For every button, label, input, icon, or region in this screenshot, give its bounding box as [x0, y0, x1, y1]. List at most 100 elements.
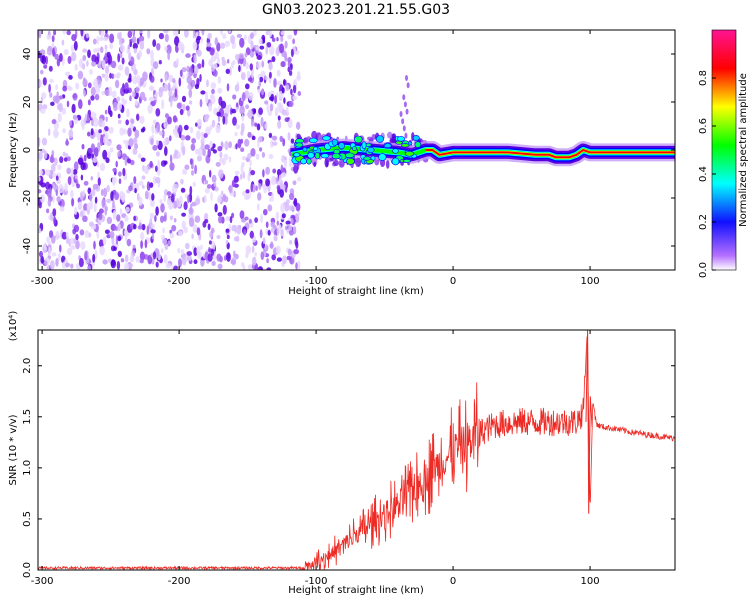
- noise-blob: [259, 76, 264, 83]
- noise-blob: [264, 123, 268, 129]
- noise-blob: [59, 244, 62, 253]
- noise-blob: [123, 262, 130, 270]
- noise-blob: [164, 74, 168, 82]
- noise-blob: [78, 257, 84, 268]
- noise-blob: [265, 221, 269, 228]
- snr-line: [38, 336, 675, 570]
- noise-blob: [292, 180, 297, 186]
- noise-blob: [147, 254, 153, 265]
- noise-blob: [171, 97, 178, 102]
- noise-blob: [39, 81, 43, 88]
- noise-blob: [88, 147, 93, 154]
- noise-blob: [176, 197, 180, 206]
- noise-blob: [202, 148, 206, 157]
- noise-blob: [111, 73, 115, 79]
- noise-blob: [63, 157, 68, 162]
- noise-blob: [85, 32, 90, 39]
- noise-blob: [195, 122, 198, 127]
- noise-blob: [133, 47, 138, 54]
- noise-blob: [196, 118, 202, 127]
- colorbar-tick-label: 0.8: [698, 70, 709, 86]
- colorbar-gradient: [712, 30, 736, 270]
- noise-blob: [82, 48, 88, 53]
- noise-blob: [114, 192, 120, 201]
- ridge-blob: [295, 138, 305, 144]
- noise-blob: [213, 69, 218, 77]
- noise-blob: [90, 111, 97, 120]
- noise-blob: [332, 159, 339, 167]
- noise-blob: [287, 66, 291, 73]
- noise-blob: [256, 203, 260, 211]
- noise-blob: [271, 135, 277, 140]
- snr-spike: [585, 330, 593, 514]
- spectrogram-xtick-label: -200: [168, 276, 191, 287]
- noise-blob: [148, 96, 154, 102]
- noise-blob: [155, 206, 159, 216]
- noise-blob: [177, 127, 181, 134]
- noise-blob: [72, 169, 78, 175]
- noise-blob: [102, 187, 108, 198]
- noise-blob: [63, 48, 69, 56]
- noise-blob: [265, 178, 270, 187]
- noise-blob: [132, 42, 138, 50]
- noise-blob: [257, 136, 263, 143]
- ridge-blob: [300, 158, 307, 165]
- noise-blob: [176, 102, 182, 109]
- noise-blob: [139, 40, 145, 50]
- noise-blob: [116, 144, 122, 151]
- noise-blob: [288, 100, 294, 108]
- noise-blob: [228, 184, 232, 194]
- noise-blob: [189, 203, 193, 213]
- noise-blob: [124, 215, 129, 222]
- noise-blob: [64, 182, 68, 192]
- noise-blob: [274, 95, 277, 105]
- noise-blob: [268, 71, 272, 79]
- noise-blob: [279, 189, 285, 198]
- noise-blob: [276, 81, 282, 86]
- noise-blob: [245, 245, 252, 255]
- noise-blob: [65, 262, 70, 268]
- noise-blob: [125, 206, 130, 213]
- noise-blob: [78, 99, 83, 110]
- noise-blob: [266, 42, 272, 48]
- noise-blob: [247, 131, 252, 138]
- noise-blob: [124, 82, 129, 91]
- noise-blob: [130, 159, 135, 166]
- noise-blob: [230, 34, 236, 45]
- noise-blob: [39, 250, 43, 258]
- noise-blob: [263, 209, 268, 216]
- noise-blob: [74, 63, 78, 71]
- noise-blob: [261, 151, 265, 158]
- noise-blob: [119, 208, 123, 215]
- noise-blob: [89, 192, 93, 202]
- noise-blob: [156, 43, 161, 51]
- noise-blob: [70, 244, 76, 250]
- noise-blob: [244, 216, 249, 221]
- noise-blob: [151, 124, 155, 134]
- noise-blob: [262, 237, 266, 245]
- noise-blob: [49, 156, 55, 163]
- noise-blob: [155, 108, 161, 117]
- noise-blob: [264, 76, 268, 81]
- colorbar-tick-label: 0.4: [698, 166, 709, 182]
- noise-blob: [186, 109, 191, 117]
- noise-blob: [87, 49, 91, 58]
- noise-blob: [59, 206, 65, 212]
- noise-blob: [134, 188, 137, 194]
- noise-blob: [170, 97, 173, 108]
- noise-blob: [226, 83, 230, 92]
- noise-blob: [74, 206, 78, 216]
- noise-blob: [117, 113, 121, 119]
- noise-blob: [160, 78, 163, 83]
- noise-blob: [98, 129, 102, 134]
- snr-ytick-label: 0.0: [22, 562, 33, 578]
- noise-blob: [47, 128, 51, 136]
- noise-blob: [73, 224, 80, 233]
- noise-blob: [149, 85, 153, 91]
- colorbar-ticks: 0.0 0.2 0.4 0.6 0.8: [698, 29, 737, 278]
- noise-blob: [227, 59, 230, 64]
- noise-blob: [250, 183, 253, 193]
- noise-blob: [226, 234, 230, 240]
- noise-blob: [402, 125, 406, 132]
- noise-blob: [53, 30, 57, 36]
